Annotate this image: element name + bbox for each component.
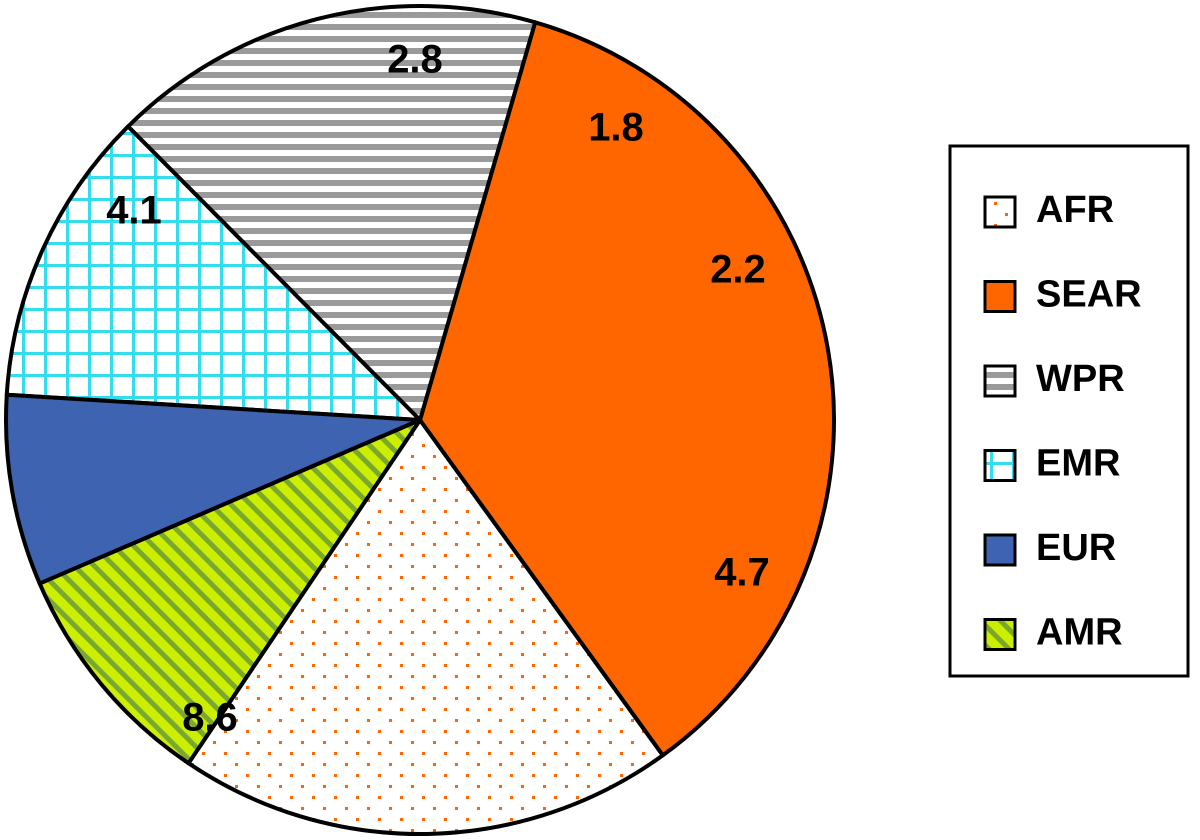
legend-swatch-sear <box>983 280 1017 313</box>
legend-label-emr: EMR <box>1036 443 1120 485</box>
pie-slice-wpr <box>126 4 538 422</box>
pie-slice-afr <box>186 418 665 836</box>
legend-label-sear: SEAR <box>1036 274 1142 316</box>
slice-label-wpr: 4.1 <box>106 189 162 233</box>
legend-box <box>948 144 1190 678</box>
slice-label-eur: 1.8 <box>588 106 644 150</box>
slice-label-afr: 4.7 <box>714 551 770 595</box>
pie-slice-amr <box>37 418 422 766</box>
legend-swatch-emr <box>983 449 1017 482</box>
legend-swatch-eur <box>983 533 1017 567</box>
slice-label-sear: 8.6 <box>182 696 238 740</box>
legend-label-afr: AFR <box>1036 189 1114 231</box>
legend-label-wpr: WPR <box>1036 358 1125 400</box>
legend-swatch-amr <box>983 618 1017 651</box>
slice-label-amr: 2.2 <box>710 248 766 292</box>
legend-swatch-wpr <box>983 364 1017 398</box>
legend-swatch-afr <box>983 195 1017 229</box>
pie-slice-sear <box>418 20 836 758</box>
legend-label-amr: AMR <box>1036 612 1123 654</box>
legend-label-eur: EUR <box>1036 527 1116 569</box>
pie-slice-emr <box>4 124 422 422</box>
legend: AFR SEAR WPR EMR EUR AMR <box>948 144 1190 678</box>
slice-label-emr: 2.8 <box>387 38 443 82</box>
pie-slice-eur <box>4 392 422 586</box>
